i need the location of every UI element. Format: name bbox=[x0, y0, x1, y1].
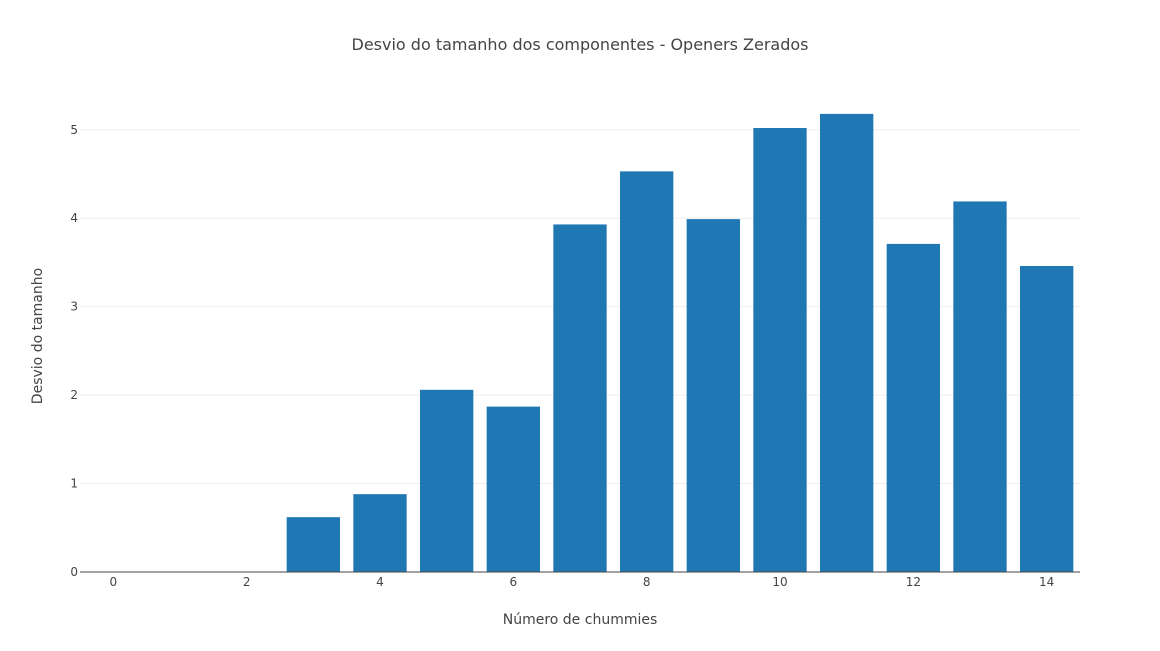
y-tick-label: 1 bbox=[70, 477, 78, 491]
bars bbox=[286, 113, 1074, 572]
bar-4 bbox=[353, 494, 407, 572]
bar-12 bbox=[886, 243, 940, 572]
bar-6 bbox=[486, 406, 540, 572]
x-tick-label: 0 bbox=[110, 575, 118, 589]
bar-3 bbox=[286, 517, 340, 572]
y-axis-title: Desvio do tamanho bbox=[30, 268, 46, 404]
y-tick-label: 4 bbox=[70, 211, 78, 225]
x-tick-label: 8 bbox=[643, 575, 651, 589]
y-tick-label: 0 bbox=[70, 565, 78, 579]
x-tick-label: 10 bbox=[772, 575, 787, 589]
x-axis-title: Número de chummies bbox=[503, 612, 658, 628]
bar-10 bbox=[753, 128, 807, 572]
x-tick-label: 12 bbox=[906, 575, 921, 589]
bar-9 bbox=[686, 219, 740, 572]
y-tick-label: 3 bbox=[70, 300, 78, 314]
bar-7 bbox=[553, 224, 607, 572]
y-tick-label: 2 bbox=[70, 388, 78, 402]
bar-11 bbox=[820, 113, 874, 572]
bar-8 bbox=[620, 171, 674, 572]
x-tick-label: 6 bbox=[510, 575, 518, 589]
chart-title: Desvio do tamanho dos componentes - Open… bbox=[352, 35, 809, 54]
bar-5 bbox=[420, 389, 474, 572]
bar-13 bbox=[953, 201, 1007, 572]
x-tick-label: 14 bbox=[1039, 575, 1054, 589]
x-tick-label: 2 bbox=[243, 575, 251, 589]
x-tick-label: 4 bbox=[376, 575, 384, 589]
y-tick-label: 5 bbox=[70, 123, 78, 137]
bar-14 bbox=[1020, 266, 1074, 572]
